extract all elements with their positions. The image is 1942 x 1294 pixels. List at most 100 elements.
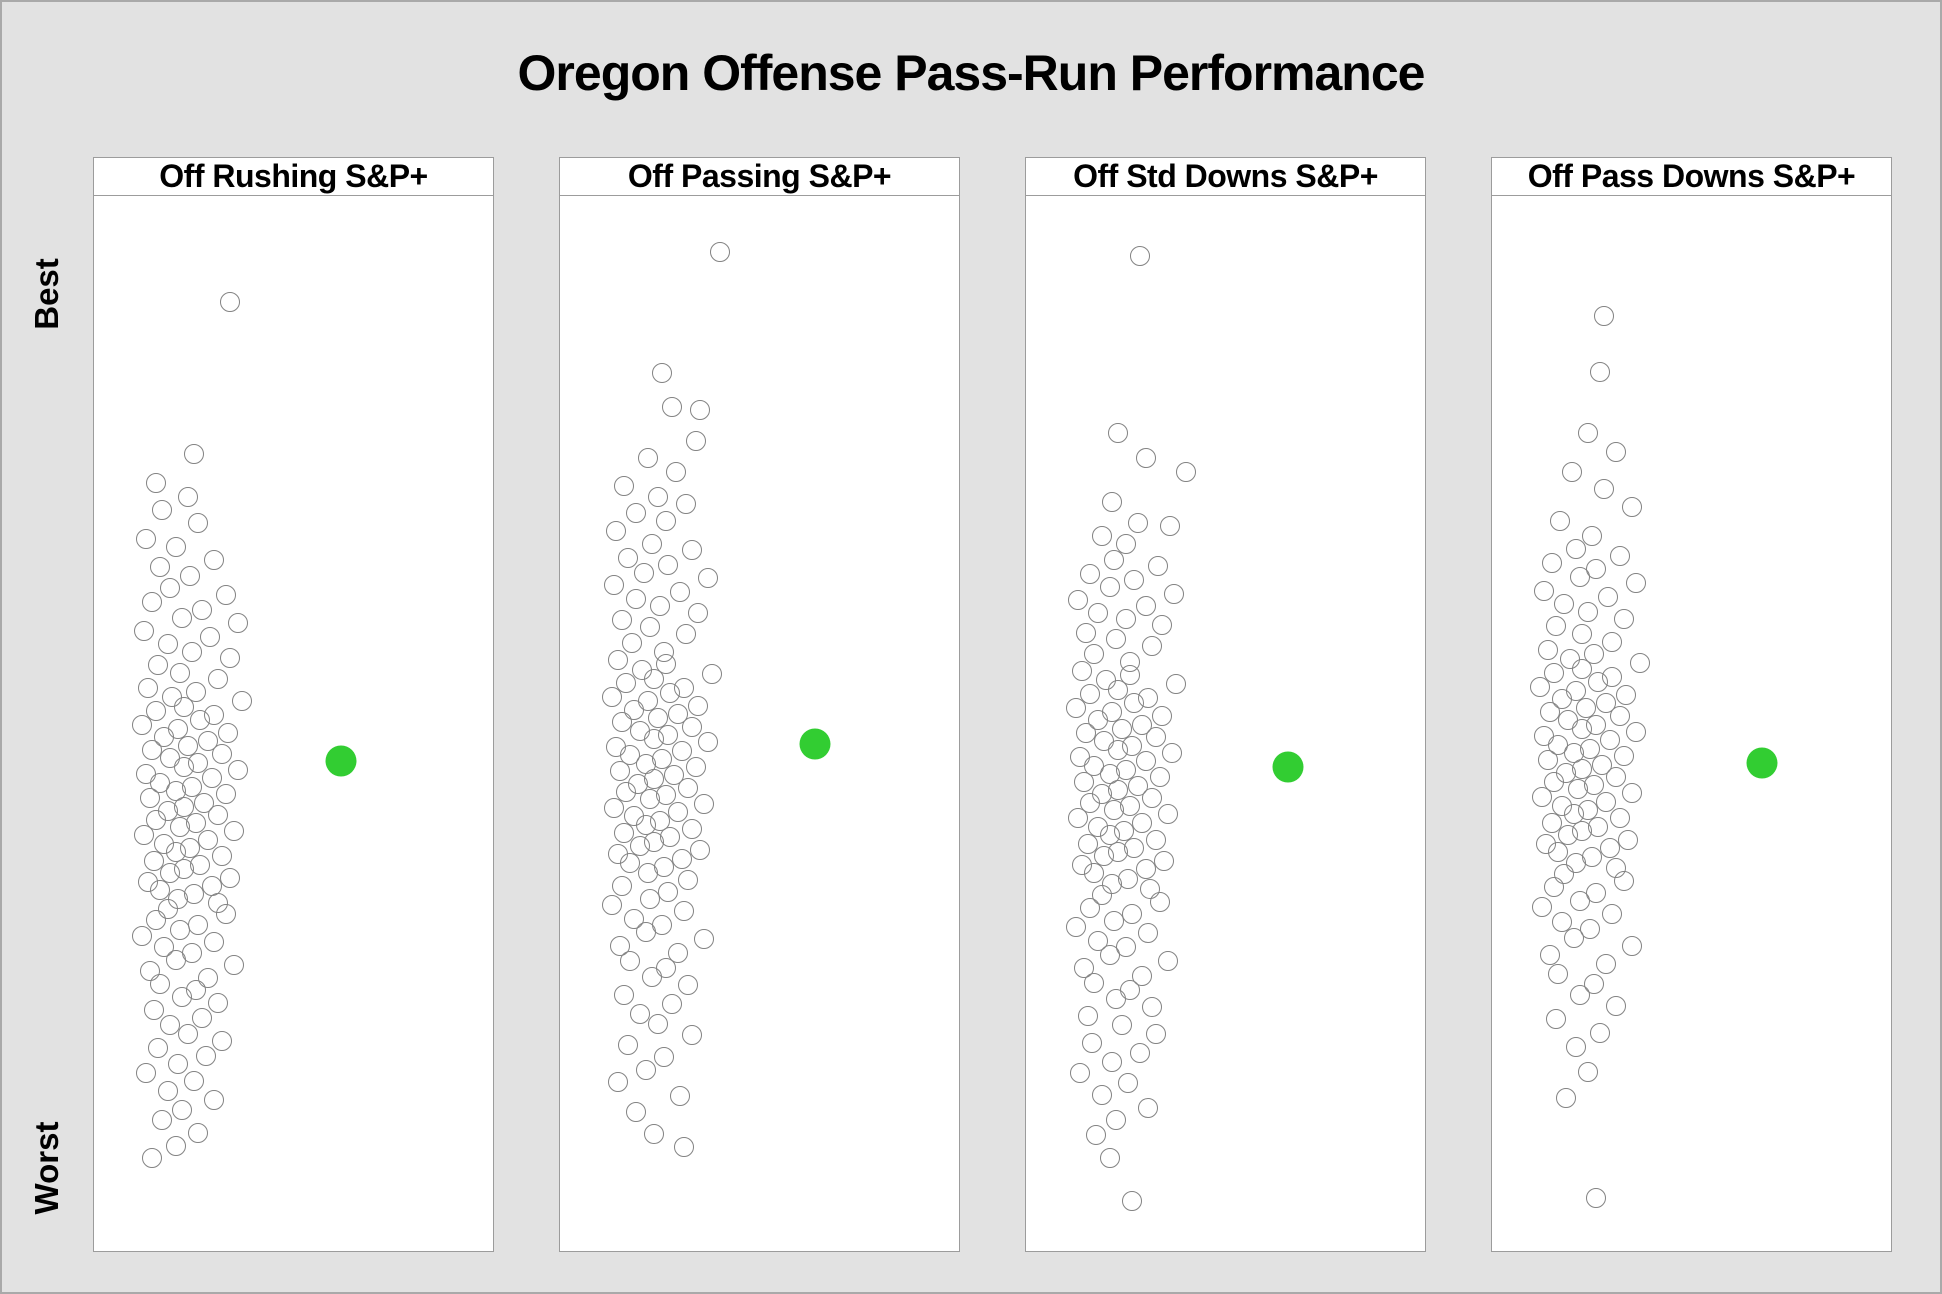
team-point — [1099, 1148, 1120, 1169]
team-point — [1141, 788, 1162, 809]
team-point — [157, 1080, 178, 1101]
team-point — [605, 521, 626, 542]
team-point — [169, 662, 190, 683]
team-point — [1537, 750, 1558, 771]
team-point — [1621, 497, 1642, 518]
team-point — [1105, 1110, 1126, 1131]
team-point — [171, 608, 192, 628]
team-point — [1595, 693, 1616, 714]
team-point — [1091, 1084, 1112, 1105]
panel-plot-area-off-rushing — [93, 196, 494, 1252]
team-point — [197, 829, 218, 850]
team-point — [1117, 1073, 1138, 1094]
team-point — [1539, 944, 1560, 965]
team-point — [1545, 616, 1566, 637]
team-point — [141, 739, 162, 760]
team-point — [207, 805, 228, 826]
team-point — [227, 613, 248, 634]
team-point — [623, 699, 644, 720]
team-point — [1121, 904, 1142, 925]
team-point — [677, 777, 698, 798]
team-point — [195, 1045, 216, 1066]
team-point — [193, 792, 214, 813]
team-point — [1073, 771, 1094, 792]
team-point — [689, 400, 710, 421]
team-point — [1101, 1052, 1122, 1073]
team-point — [1093, 846, 1114, 867]
team-point — [1157, 804, 1178, 825]
team-point — [1601, 904, 1622, 925]
team-point — [617, 547, 638, 568]
team-point — [611, 712, 632, 733]
team-point — [1533, 580, 1554, 601]
team-point — [1629, 653, 1650, 674]
team-point — [1135, 751, 1156, 772]
team-point — [635, 922, 656, 943]
team-point — [617, 1035, 638, 1056]
team-point — [177, 486, 198, 507]
team-point — [601, 687, 622, 708]
team-point — [1583, 643, 1604, 664]
team-point — [159, 863, 180, 884]
team-point — [187, 513, 208, 534]
team-point — [1107, 739, 1128, 760]
team-point — [637, 863, 658, 884]
team-point — [1067, 590, 1088, 611]
team-point — [1543, 771, 1564, 792]
team-point — [1565, 852, 1586, 873]
team-point — [159, 1015, 180, 1036]
team-point — [633, 562, 654, 583]
team-point — [145, 909, 166, 930]
team-point — [167, 1054, 188, 1075]
team-point — [1079, 683, 1100, 704]
team-point — [147, 655, 168, 676]
team-point — [655, 654, 676, 675]
team-point — [219, 291, 240, 312]
panel-off-std-downs: Off Std Downs S&P+ — [1025, 157, 1426, 1252]
team-point — [641, 534, 662, 555]
panel-plot-area-off-pass-downs — [1491, 196, 1892, 1252]
team-point — [639, 888, 660, 909]
team-point — [1157, 950, 1178, 971]
team-point — [153, 727, 174, 748]
team-point — [183, 1071, 204, 1092]
team-point — [1105, 629, 1126, 650]
team-point — [1163, 583, 1184, 604]
team-point — [1131, 965, 1152, 986]
team-point — [1565, 1037, 1586, 1058]
team-point — [143, 850, 164, 871]
team-point — [1585, 1188, 1606, 1209]
panel-header-off-rushing: Off Rushing S&P+ — [93, 157, 494, 196]
team-point — [675, 623, 696, 644]
team-point — [173, 696, 194, 717]
team-point — [613, 476, 634, 497]
team-point — [681, 716, 702, 737]
team-point — [639, 617, 660, 638]
team-point — [165, 537, 186, 558]
team-point — [1079, 792, 1100, 813]
oregon-highlight-point — [799, 728, 831, 760]
team-point — [1569, 566, 1590, 587]
team-point — [1531, 897, 1552, 918]
team-point — [1123, 693, 1144, 714]
team-point — [601, 894, 622, 915]
team-point — [1543, 877, 1564, 898]
team-point — [169, 816, 190, 837]
team-point — [1563, 927, 1584, 948]
team-point — [1145, 727, 1166, 748]
team-point — [709, 241, 730, 262]
team-point — [625, 1101, 646, 1122]
team-point — [191, 1007, 212, 1028]
team-point — [1551, 911, 1572, 932]
team-point — [1609, 545, 1630, 566]
team-point — [603, 575, 624, 596]
team-point — [223, 821, 244, 842]
team-point — [661, 397, 682, 417]
team-point — [667, 802, 688, 823]
team-point — [207, 993, 228, 1014]
team-point — [615, 673, 636, 694]
team-point — [673, 901, 694, 922]
team-point — [1079, 898, 1100, 919]
team-point — [1571, 623, 1592, 644]
team-point — [629, 835, 650, 856]
